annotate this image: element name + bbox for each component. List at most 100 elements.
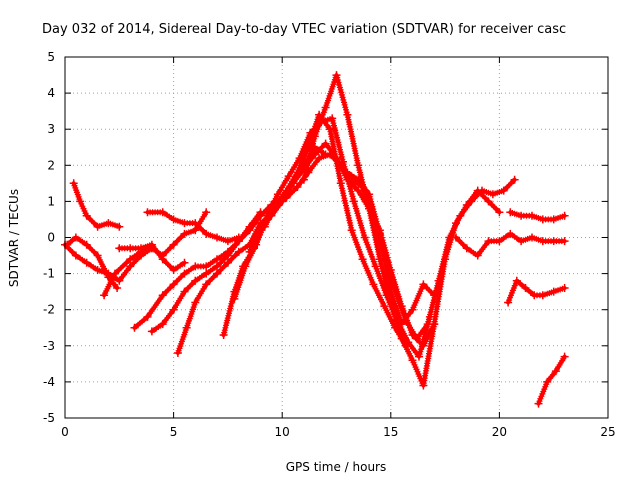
data-point — [462, 201, 471, 209]
data-point — [336, 161, 345, 170]
x-axis-label: GPS time / hours — [286, 460, 387, 474]
data-point — [528, 211, 536, 220]
data-point — [130, 323, 139, 332]
series-markers — [453, 230, 565, 259]
data-point — [126, 262, 135, 271]
data-point — [234, 247, 243, 256]
data-point — [521, 284, 530, 292]
data-point — [517, 237, 526, 246]
data-point — [180, 258, 189, 267]
data-point — [495, 208, 504, 217]
data-point — [538, 215, 547, 224]
data-point — [213, 255, 221, 264]
data-point — [534, 399, 543, 408]
data-point — [202, 208, 211, 217]
data-point — [328, 114, 337, 123]
data-point — [180, 229, 189, 238]
y-tick-label: 5 — [47, 50, 55, 64]
data-point — [180, 287, 189, 296]
data-point — [230, 294, 239, 303]
series-arc-5 — [100, 208, 211, 300]
data-point — [349, 197, 358, 206]
data-point — [517, 211, 526, 220]
data-point — [430, 320, 439, 329]
y-tick-label: 4 — [47, 86, 55, 100]
data-point — [202, 262, 211, 271]
data-point — [549, 215, 558, 224]
data-point — [530, 291, 539, 300]
data-point — [219, 331, 228, 339]
data-point — [180, 219, 189, 228]
data-point — [419, 381, 428, 390]
data-point — [223, 237, 232, 246]
data-point — [169, 280, 178, 289]
y-tick-label: -4 — [43, 375, 55, 389]
data-point — [386, 287, 395, 296]
data-point — [343, 110, 352, 119]
data-point — [510, 175, 519, 184]
data-point — [326, 125, 334, 134]
data-point — [354, 161, 363, 170]
data-point — [147, 327, 156, 336]
x-tick-label: 15 — [383, 425, 398, 439]
data-point — [419, 280, 428, 289]
data-point — [191, 276, 200, 285]
data-point — [504, 298, 513, 307]
data-point — [115, 222, 124, 231]
data-point — [560, 211, 569, 220]
data-point — [213, 269, 221, 278]
data-point — [484, 237, 493, 246]
data-point — [295, 154, 304, 163]
x-tick-label: 10 — [275, 425, 290, 439]
data-point — [282, 193, 291, 202]
data-point — [191, 226, 200, 235]
data-point — [71, 251, 80, 260]
data-point — [158, 320, 167, 329]
data-point — [169, 215, 178, 224]
data-point — [76, 197, 85, 206]
series-arc-2 — [69, 179, 124, 231]
data-point — [369, 280, 378, 289]
data-point — [191, 298, 200, 307]
data-point — [271, 201, 280, 209]
data-point — [397, 320, 406, 329]
data-point — [365, 190, 374, 199]
data-point — [202, 269, 211, 278]
data-point — [358, 255, 367, 264]
data-point — [430, 291, 439, 300]
x-tick-label: 20 — [492, 425, 507, 439]
data-point — [360, 233, 369, 242]
data-point — [321, 103, 330, 112]
series-line — [145, 210, 241, 244]
data-point — [321, 139, 330, 148]
y-tick-label: -3 — [43, 339, 55, 353]
data-point — [147, 244, 156, 253]
data-point — [343, 168, 352, 177]
data-point — [506, 208, 515, 217]
y-tick-label: 0 — [47, 231, 55, 245]
series-arc-1 — [63, 233, 122, 292]
data-point — [223, 258, 232, 267]
data-point — [245, 247, 254, 256]
data-point — [299, 175, 308, 184]
data-point — [143, 208, 152, 217]
data-point — [310, 132, 319, 141]
data-point — [512, 276, 521, 285]
data-point — [560, 237, 569, 246]
data-point — [354, 175, 363, 184]
data-point — [202, 280, 211, 289]
y-tick-label: 3 — [47, 122, 55, 136]
data-point — [371, 262, 380, 271]
data-point — [100, 291, 109, 300]
data-point — [182, 323, 191, 332]
data-point — [169, 240, 178, 249]
data-point — [82, 240, 91, 249]
data-point — [71, 233, 80, 242]
y-tick-label: -5 — [43, 411, 55, 425]
data-point — [273, 190, 282, 199]
data-point — [191, 262, 200, 271]
series-markers — [144, 209, 240, 245]
data-point — [473, 186, 482, 195]
data-point — [549, 237, 558, 246]
data-point — [484, 197, 493, 206]
